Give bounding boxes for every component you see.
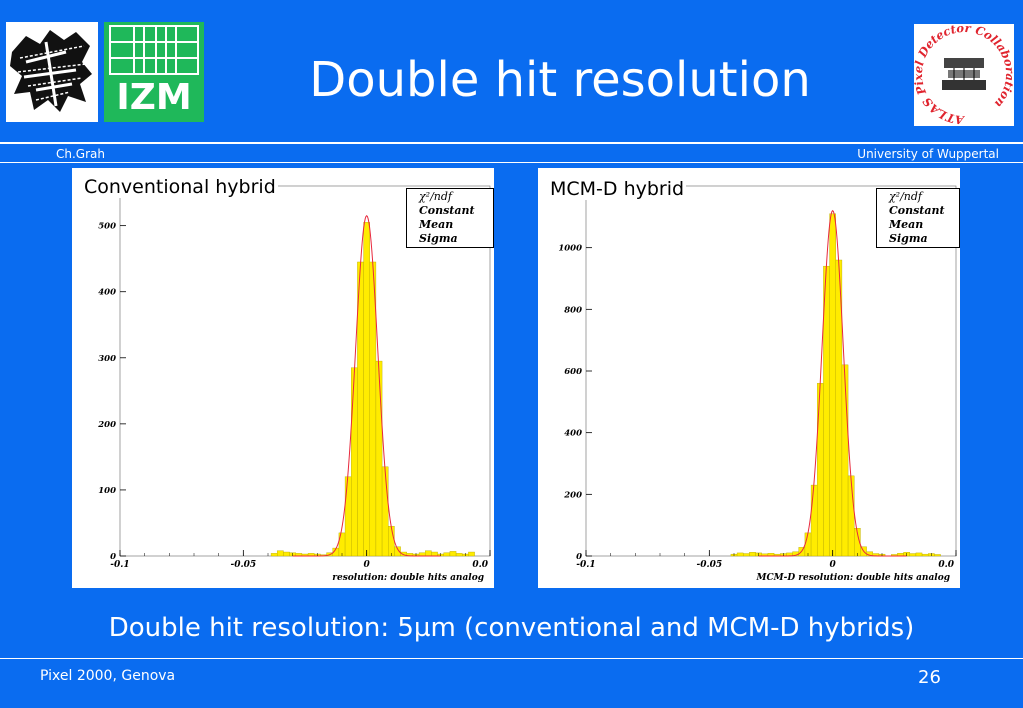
histogram-bin xyxy=(841,364,849,557)
histogram-bin xyxy=(277,550,284,557)
detector-icon xyxy=(942,58,986,90)
x-tick-label: 0.0 xyxy=(938,560,954,570)
x-tick-label: 0 xyxy=(830,560,837,570)
panel-label: Conventional hybrid xyxy=(82,176,278,198)
y-tick-label: 800 xyxy=(564,305,582,315)
subheader-divider xyxy=(0,162,1023,163)
histogram-bin xyxy=(394,546,401,557)
stats-sigma: Sigma xyxy=(419,232,458,245)
y-tick-label: 600 xyxy=(564,367,582,377)
conventional-hybrid-histogram: 0 100 200 300 400 500 -0.1 -0.05 0 0.0 resolution:… xyxy=(97,185,491,583)
panel-label: MCM-D hybrid xyxy=(548,178,687,200)
stats-box: χ²/ndf Constant Mean Sigma xyxy=(406,188,494,248)
histogram-bin xyxy=(449,551,457,557)
histogram-bin xyxy=(388,526,395,557)
y-tick-label: 1000 xyxy=(558,244,582,254)
stats-constant: Constant xyxy=(889,204,945,217)
histogram-bin xyxy=(804,532,812,557)
histogram-bin xyxy=(743,553,750,557)
histogram-bin xyxy=(921,553,929,557)
stats-box: χ²/ndf Constant Mean Sigma xyxy=(876,188,960,248)
histogram-bin xyxy=(468,551,475,557)
mcmd-hybrid-panel: 0 200 400 600 800 1000 -0.1 -0.05 0 0.0 MCM-D reso… xyxy=(538,168,960,588)
x-tick-label: 0.0 xyxy=(472,560,488,570)
histogram-bin xyxy=(443,552,451,557)
stats-constant: Constant xyxy=(419,204,475,217)
histogram-bin xyxy=(810,484,818,557)
atlas-pixel-logo: ATLAS Pixel Detector Collaboration xyxy=(911,21,1017,127)
y-tick-label: 200 xyxy=(97,420,116,430)
grid-icon xyxy=(109,25,199,75)
histogram-bin xyxy=(847,475,855,557)
mcmd-hybrid-histogram: 0 200 400 600 800 1000 -0.1 -0.05 0 0.0 MCM-D reso… xyxy=(558,185,957,583)
x-tick-label: 0 xyxy=(364,560,371,570)
conventional-hybrid-panel: 0 100 200 300 400 500 -0.1 -0.05 0 0.0 resolution:… xyxy=(72,168,494,588)
stats-mean: Mean xyxy=(889,218,924,231)
page-number: 26 xyxy=(918,667,941,688)
y-tick-label: 0 xyxy=(110,552,116,562)
x-axis-label: resolution: double hits analog xyxy=(332,573,484,583)
histogram-bin xyxy=(344,476,352,557)
author-label: Ch.Grah xyxy=(56,147,105,161)
y-tick-label: 400 xyxy=(98,288,116,298)
histogram-bin xyxy=(381,466,389,557)
histogram-bin xyxy=(375,360,383,557)
y-tick-label: 100 xyxy=(98,486,116,496)
histogram-bin xyxy=(817,383,824,557)
x-tick-label: -0.1 xyxy=(576,560,595,570)
histogram-bin xyxy=(425,550,432,557)
y-tick-label: 0 xyxy=(576,552,582,562)
izm-logo-text: IZM xyxy=(116,77,192,118)
histogram-bin xyxy=(934,554,941,557)
y-tick-label: 300 xyxy=(98,354,116,364)
footer-divider xyxy=(0,658,1023,659)
x-axis-label: MCM-D resolution: double hits analog xyxy=(756,573,951,583)
histogram-bin xyxy=(455,553,463,557)
university-crest-logo xyxy=(6,22,98,122)
izm-logo: IZM xyxy=(104,22,204,122)
histogram-bin xyxy=(829,213,836,557)
slide-title: Double hit resolution xyxy=(309,52,811,108)
x-tick-label: -0.05 xyxy=(231,560,257,570)
histogram-bin xyxy=(749,552,756,557)
histogram-bin xyxy=(363,222,370,557)
y-tick-label: 200 xyxy=(563,490,582,500)
institution-label: University of Wuppertal xyxy=(857,147,999,161)
stats-chi2: χ²/ndf xyxy=(419,190,452,203)
y-tick-label: 400 xyxy=(564,429,582,439)
stats-sigma: Sigma xyxy=(889,232,928,245)
stats-chi2: χ²/ndf xyxy=(889,190,922,203)
slide-caption: Double hit resolution: 5µm (conventional… xyxy=(108,613,915,643)
histogram-bin xyxy=(909,553,917,557)
y-tick-label: 500 xyxy=(98,222,116,232)
histogram-bin xyxy=(270,553,278,557)
histogram-bin xyxy=(915,552,923,557)
x-tick-label: -0.05 xyxy=(697,560,723,570)
histogram-bin xyxy=(283,551,290,557)
stats-mean: Mean xyxy=(419,218,454,231)
conference-label: Pixel 2000, Genova xyxy=(40,668,176,684)
crest-icon xyxy=(10,30,92,112)
header-divider xyxy=(0,142,1023,144)
x-tick-label: -0.1 xyxy=(110,560,129,570)
histogram-bin xyxy=(351,367,358,557)
histogram-bin xyxy=(736,552,744,557)
histogram-bin xyxy=(431,551,438,557)
